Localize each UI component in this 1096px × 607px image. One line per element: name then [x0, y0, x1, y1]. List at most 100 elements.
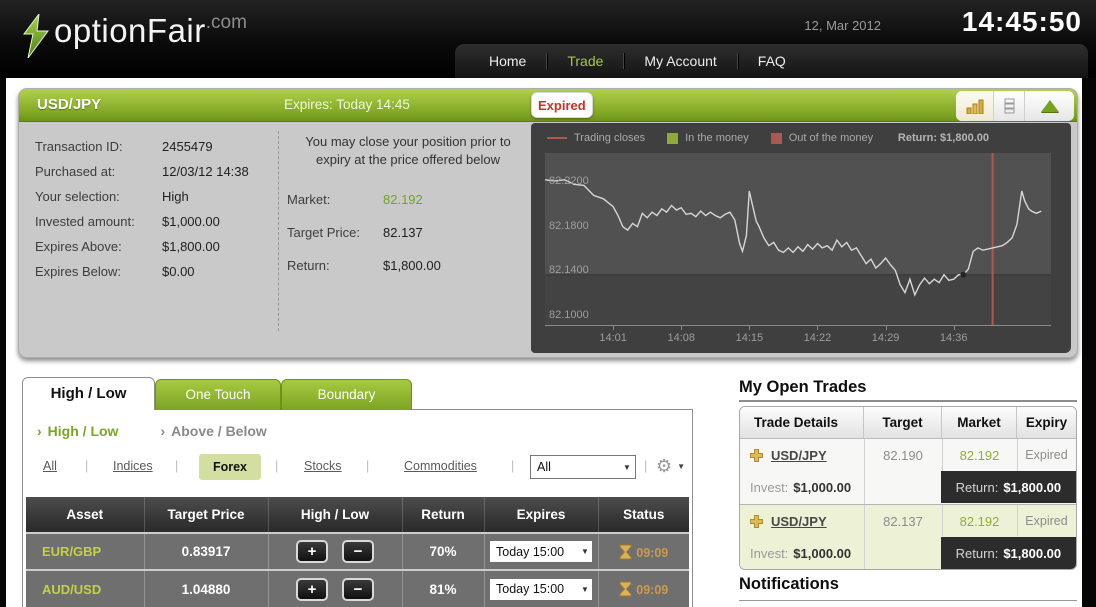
close-position-info: You may close your position prior to exp…: [287, 133, 529, 273]
section-rule: [739, 600, 1077, 601]
trade-market: 82.192: [959, 447, 1000, 463]
asset-return: 81%: [402, 569, 485, 607]
trade-pair-label: USD/JPY: [37, 96, 102, 113]
open-trades-table: Trade Details Target Market Expiry USD/J…: [739, 406, 1077, 570]
col-target-price: Target Price: [144, 497, 269, 533]
header-date: 12, Mar 2012: [804, 18, 881, 33]
high-button[interactable]: +: [296, 540, 328, 563]
subnav-high-low[interactable]: › High / Low: [37, 423, 119, 439]
col-status: Status: [598, 497, 689, 533]
detail-label: Transaction ID:: [35, 139, 123, 154]
legend-out-of-the-money: Out of the money: [770, 132, 873, 144]
instruments-panel: › High / Low › Above / Below All | Indices…: [22, 409, 693, 607]
collapse-panel-button[interactable]: [1024, 91, 1074, 121]
col-asset: Asset: [26, 497, 145, 533]
target-price-label: Target Price:: [287, 225, 360, 241]
legend-trading-closes: Trading closes: [547, 132, 645, 144]
chart-view-button[interactable]: [956, 91, 993, 121]
chevron-right-icon: ›: [160, 423, 166, 439]
price-line: [545, 179, 1042, 297]
tab-one-touch[interactable]: One Touch: [155, 379, 281, 410]
x-axis-tickmark: [817, 326, 819, 330]
table-row: AUD/USD 1.04880 + − 81% Today 15:00 ▼ 09:…: [26, 569, 689, 607]
collapse-triangle-icon: [1040, 100, 1059, 112]
logo[interactable]: optionFair .com: [22, 12, 247, 58]
filter-forex[interactable]: Forex: [199, 454, 261, 480]
filter-divider: |: [644, 459, 648, 473]
x-axis-tick: 14:29: [871, 332, 900, 344]
col-trade-details: Trade Details: [740, 407, 864, 438]
market-label: Market:: [287, 192, 331, 208]
asset-target-price: 0.83917: [144, 532, 269, 570]
asset-table: Asset Target Price High / Low Return Exp…: [26, 497, 689, 607]
trade-return: Return: $1,800.00: [940, 471, 1076, 503]
col-expires: Expires: [484, 497, 599, 533]
hourglass-icon: [619, 581, 632, 597]
expand-plus-icon[interactable]: [750, 448, 763, 462]
logo-text: optionFair: [54, 12, 206, 49]
chart-toolbar: [956, 91, 1074, 121]
col-return: Return: [402, 497, 485, 533]
nav-divider: [736, 53, 738, 69]
subnav-above-below[interactable]: › Above / Below: [160, 423, 267, 439]
trade-target: 82.137: [883, 513, 923, 529]
filter-divider: |: [511, 459, 515, 473]
list-view-button[interactable]: [993, 91, 1024, 121]
filter-commodities[interactable]: Commodities: [404, 459, 477, 473]
chevron-right-icon: ›: [37, 423, 42, 439]
page-body: USD/JPY Expires: Today 14:45 Expired: [6, 78, 1082, 607]
chart-svg: [545, 153, 1051, 325]
detail-label: Purchased at:: [35, 164, 116, 179]
y-axis-tick: 82.2200: [549, 175, 589, 188]
expiry-dropdown[interactable]: Today 15:00 ▼: [489, 577, 593, 601]
asset-filters: All | Indices | Forex | Stocks | Commodi…: [23, 454, 692, 484]
detail-value: $0.00: [162, 264, 195, 279]
nav-trade[interactable]: Trade: [567, 53, 604, 69]
x-axis-tickmark: [953, 326, 955, 330]
col-target: Target: [864, 407, 942, 438]
nav-home[interactable]: Home: [489, 53, 527, 69]
tab-high-low[interactable]: High / Low: [22, 377, 155, 410]
settings-menu-button[interactable]: ⚙ ▼: [656, 456, 685, 477]
trade-pair-link[interactable]: USD/JPY: [771, 513, 827, 529]
nav-my-account[interactable]: My Account: [644, 53, 717, 69]
filter-all[interactable]: All: [43, 459, 57, 473]
legend-in-the-money: In the money: [667, 132, 749, 144]
col-expiry: Expiry: [1025, 415, 1068, 430]
filter-divider: |: [175, 459, 179, 473]
low-button[interactable]: −: [342, 540, 374, 563]
nav-divider: [623, 53, 625, 69]
filter-indices[interactable]: Indices: [113, 459, 153, 473]
notifications-title: Notifications: [739, 575, 839, 593]
return-value: $1,800.00: [383, 258, 441, 274]
x-axis-tickmark: [613, 326, 615, 330]
filter-divider: |: [275, 459, 279, 473]
filter-stocks[interactable]: Stocks: [304, 459, 342, 473]
section-rule: [739, 400, 1077, 402]
main-nav: Home Trade My Account FAQ: [455, 44, 1088, 78]
trade-invest: Invest: $1,000.00: [750, 545, 852, 561]
header-clock: 14:45:50: [961, 6, 1082, 37]
filter-divider: |: [366, 459, 370, 473]
transaction-details: Transaction ID: 2455479 Purchased at: 12…: [35, 139, 273, 279]
expand-plus-icon[interactable]: [750, 514, 763, 528]
detail-label: Expires Below:: [35, 264, 121, 279]
trade-pair-link[interactable]: USD/JPY: [771, 447, 827, 463]
detail-value: 12/03/12 14:38: [162, 164, 249, 179]
low-button[interactable]: −: [342, 577, 374, 601]
y-axis-tick: 82.1400: [549, 264, 589, 277]
logo-suffix: .com: [205, 12, 247, 33]
column-divider: [278, 131, 279, 331]
open-trades-header: Trade Details Target Market Expiry: [740, 407, 1076, 439]
tab-boundary[interactable]: Boundary: [281, 379, 412, 410]
asset-group-dropdown[interactable]: All ▼: [530, 455, 636, 479]
expiry-dropdown[interactable]: Today 15:00 ▼: [489, 540, 593, 563]
gear-icon: ⚙: [656, 456, 673, 476]
hourglass-icon: [619, 544, 632, 559]
y-axis-tick: 82.1800: [549, 219, 589, 232]
table-row: EUR/GBP 0.83917 + − 70% Today 15:00 ▼ 09:…: [26, 532, 689, 570]
x-axis-tickmark: [885, 326, 887, 330]
high-button[interactable]: +: [296, 577, 328, 601]
nav-faq[interactable]: FAQ: [757, 53, 786, 69]
chart-plot-area: 82.2200 82.1800 82.1400 82.1000: [545, 153, 1051, 325]
